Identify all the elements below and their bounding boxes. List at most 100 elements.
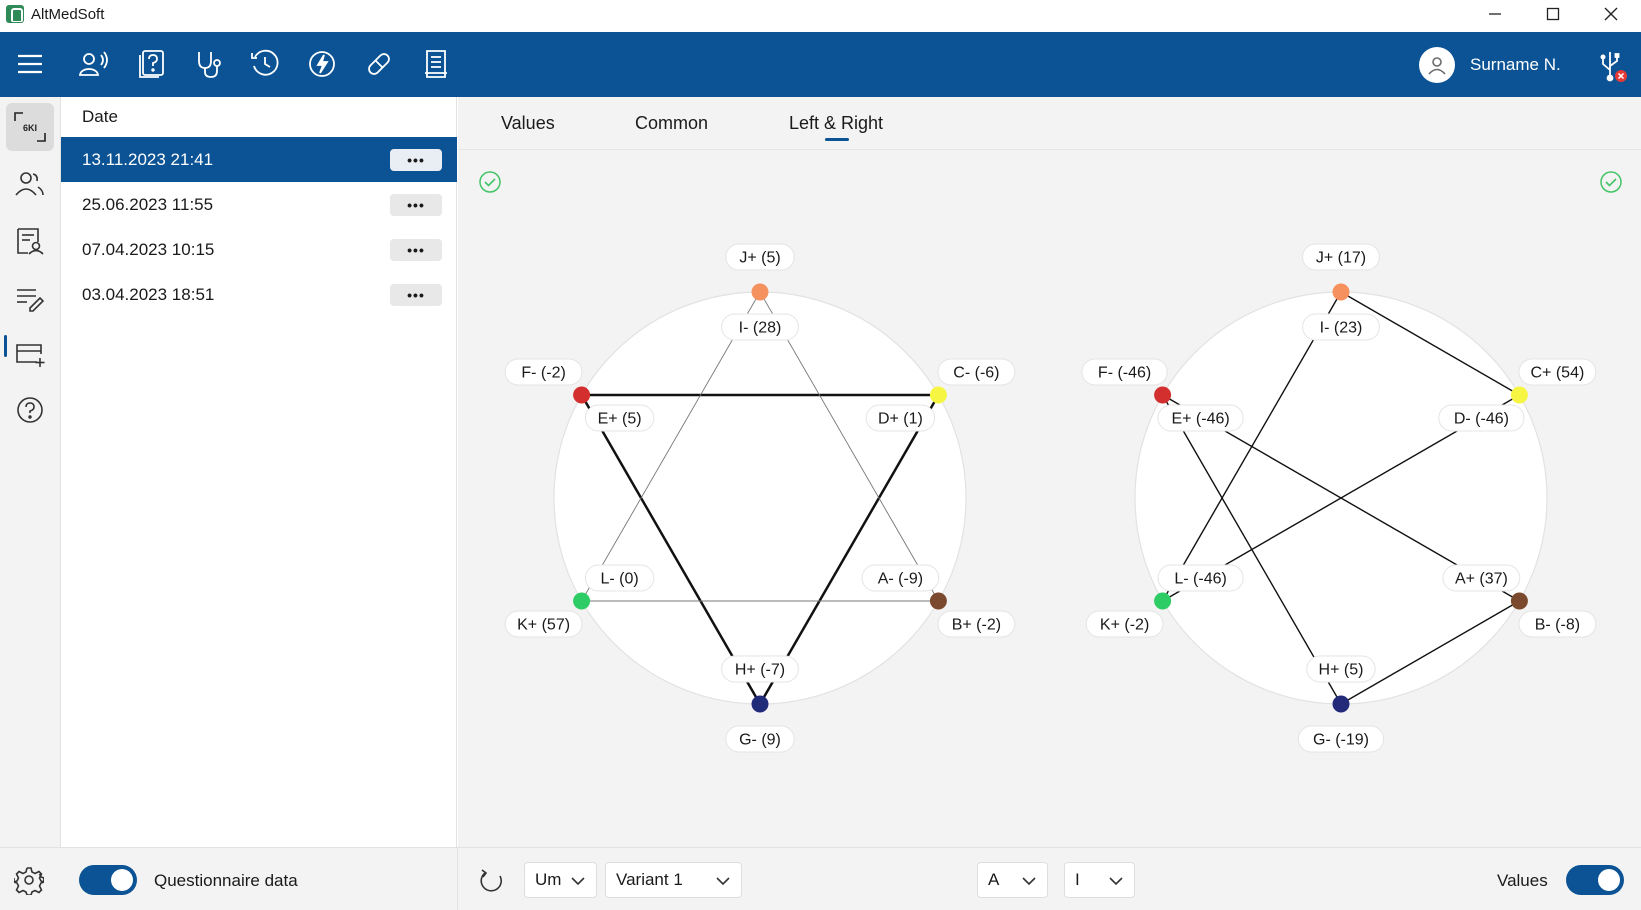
chart-1-inner-label-K: L- (-46) — [1174, 571, 1226, 588]
um-select[interactable]: Um — [524, 862, 597, 898]
row-more-button[interactable]: ••• — [390, 193, 442, 216]
card-add-icon — [16, 344, 45, 367]
tab-common[interactable]: Common — [635, 113, 709, 133]
close-icon — [1604, 7, 1618, 21]
report-button[interactable] — [416, 44, 456, 84]
chart-1-inner-label-C: D- (-46) — [1454, 411, 1509, 428]
chart-0-link-J-K — [581, 291, 761, 602]
refresh-button[interactable] — [477, 866, 507, 901]
meridian-diagrams: J+ (5) I- (28) C- (-6) D+ (1) B+ (-2) A- (-9)… — [504, 243, 1597, 753]
chevron-down-icon — [571, 877, 585, 886]
view-tabs: Values Common Left & Right — [458, 97, 1641, 150]
chart-1-link-J-C — [1340, 291, 1520, 396]
date-row[interactable]: 13.11.2023 21:41 ••• — [61, 137, 457, 182]
chart-0-node-G — [751, 695, 769, 713]
chart-1-inner-label-J-pill — [1302, 313, 1380, 341]
date-row[interactable]: 03.04.2023 18:51 ••• — [61, 272, 457, 317]
energy-button[interactable] — [302, 44, 342, 84]
usb-disconnected-icon — [1600, 52, 1627, 82]
usb-device-status[interactable] — [1594, 48, 1630, 84]
chart-0-outer-label-B-pill — [937, 610, 1016, 638]
chart-1-link-G-B — [1340, 600, 1520, 705]
check-circle-icon — [1600, 171, 1622, 193]
nav-help[interactable] — [6, 386, 54, 434]
chart-0-outer-label-F: F- (-2) — [521, 365, 565, 382]
minimize-button[interactable] — [1466, 0, 1524, 28]
chart-1-outer-label-B-pill — [1518, 610, 1597, 638]
chart-1-outer-label-G-pill — [1297, 725, 1385, 753]
values-toggle[interactable] — [1566, 865, 1624, 895]
chart-1-node-G — [1332, 695, 1350, 713]
meridian-i-select-value: I — [1075, 870, 1080, 889]
date-row[interactable]: 07.04.2023 10:15 ••• — [61, 227, 457, 272]
um-select-value: Um — [535, 870, 562, 889]
chart-0-outer-label-G-pill — [725, 725, 795, 753]
maximize-button[interactable] — [1524, 0, 1582, 28]
row-more-button[interactable]: ••• — [390, 238, 442, 261]
chart-0-node-F — [573, 386, 591, 404]
left-status-check — [479, 171, 501, 193]
chart-0-inner-label-G-pill — [721, 655, 799, 683]
chevron-down-icon — [1022, 877, 1036, 886]
meridian-a-select[interactable]: A — [977, 862, 1048, 898]
user-name[interactable]: Surname N. — [1470, 55, 1561, 74]
6ki-icon: 6KI — [14, 112, 46, 142]
main-toolbar: Surname N. — [0, 32, 1641, 120]
row-more-button[interactable]: ••• — [390, 283, 442, 306]
settings-button[interactable] — [13, 865, 45, 900]
close-button[interactable] — [1582, 0, 1640, 28]
patient-voice-button[interactable] — [74, 44, 114, 84]
chart-0-inner-label-B-pill — [861, 564, 940, 592]
chart-0-outer-label-C: C- (-6) — [953, 365, 999, 382]
nav-records[interactable] — [6, 217, 54, 265]
chart-1-outer-label-K-pill — [1085, 610, 1164, 638]
left-navigation: 6KI — [0, 97, 61, 910]
stethoscope-button[interactable] — [188, 44, 228, 84]
nav-card-add[interactable] — [6, 330, 54, 378]
nav-patients[interactable] — [6, 160, 54, 208]
values-label: Values — [1497, 871, 1548, 890]
date-row-label: 07.04.2023 10:15 — [82, 239, 215, 259]
6ki-badge-text: 6KI — [23, 123, 37, 133]
pill-button[interactable] — [359, 44, 399, 84]
tab-left-right[interactable]: Left & Right — [789, 113, 884, 133]
variant-select[interactable]: Variant 1 — [605, 862, 742, 898]
chart-0-inner-label-F-pill — [584, 404, 655, 432]
nav-6ki[interactable]: 6KI — [6, 103, 54, 151]
chart-0-inner-label-K: L- (0) — [600, 571, 638, 588]
chart-1-inner-label-J: I- (23) — [1320, 320, 1363, 337]
meridian-i-select[interactable]: I — [1064, 862, 1135, 898]
user-icon — [1428, 57, 1446, 75]
menu-button[interactable] — [10, 44, 50, 84]
date-row[interactable]: 25.06.2023 11:55 ••• — [61, 182, 457, 227]
questionnaire-toggle[interactable] — [79, 865, 137, 895]
meridian-a-select-value: A — [988, 870, 1000, 889]
row-more-button[interactable]: ••• — [390, 148, 442, 171]
chart-0-outer-label-J: J+ (5) — [739, 250, 780, 267]
chart-1-inner-label-B-pill — [1442, 564, 1521, 592]
tab-values[interactable]: Values — [501, 113, 555, 133]
chart-0-node-B — [929, 592, 947, 610]
nav-notes[interactable] — [6, 274, 54, 322]
records-icon — [17, 228, 44, 255]
chart-0-inner-label-G: H+ (-7) — [735, 662, 785, 679]
chart-1-outer-label-J-pill — [1302, 243, 1380, 271]
chart-1-inner-label-F-pill — [1157, 404, 1244, 432]
patients-icon — [15, 172, 44, 196]
chevron-down-icon — [1109, 877, 1123, 886]
chart-1-outer-label-C-pill — [1518, 358, 1597, 386]
chart-1-inner-label-G: H+ (5) — [1319, 662, 1364, 679]
chart-1-node-J — [1332, 283, 1350, 301]
patient-voice-icon — [78, 51, 108, 76]
date-row-label: 03.04.2023 18:51 — [82, 284, 215, 304]
history-button[interactable] — [245, 44, 285, 84]
user-avatar[interactable] — [1419, 47, 1455, 83]
date-list-panel: Date 13.11.2023 21:41 ••• 25.06.2023 11:… — [61, 97, 457, 847]
minimize-icon — [1489, 13, 1501, 15]
chart-0-outer-label-K: K+ (57) — [517, 617, 570, 634]
chart-0-inner-label-C: D+ (1) — [878, 411, 923, 428]
questionnaire-button[interactable] — [131, 44, 171, 84]
chart-1-node-C — [1510, 386, 1528, 404]
energy-icon — [309, 51, 335, 77]
chart-1-outer-label-F-pill — [1081, 358, 1168, 386]
